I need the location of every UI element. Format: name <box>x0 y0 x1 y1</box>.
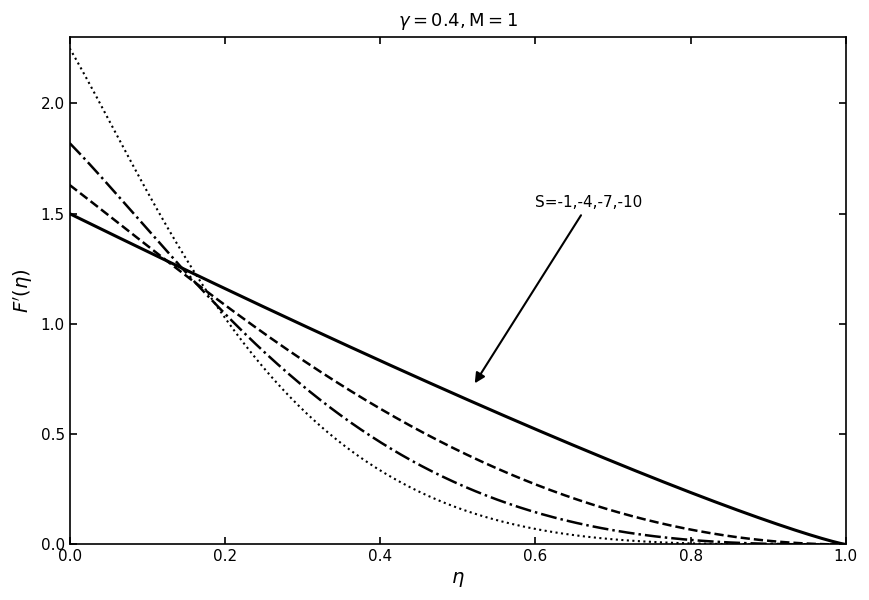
Y-axis label: $F^{\prime}(\eta)$: $F^{\prime}(\eta)$ <box>11 268 35 313</box>
Title: $\gamma=0.4,\mathrm{M}=1$: $\gamma=0.4,\mathrm{M}=1$ <box>398 11 518 32</box>
X-axis label: $\eta$: $\eta$ <box>451 570 465 589</box>
Text: S=-1,-4,-7,-10: S=-1,-4,-7,-10 <box>476 195 642 382</box>
